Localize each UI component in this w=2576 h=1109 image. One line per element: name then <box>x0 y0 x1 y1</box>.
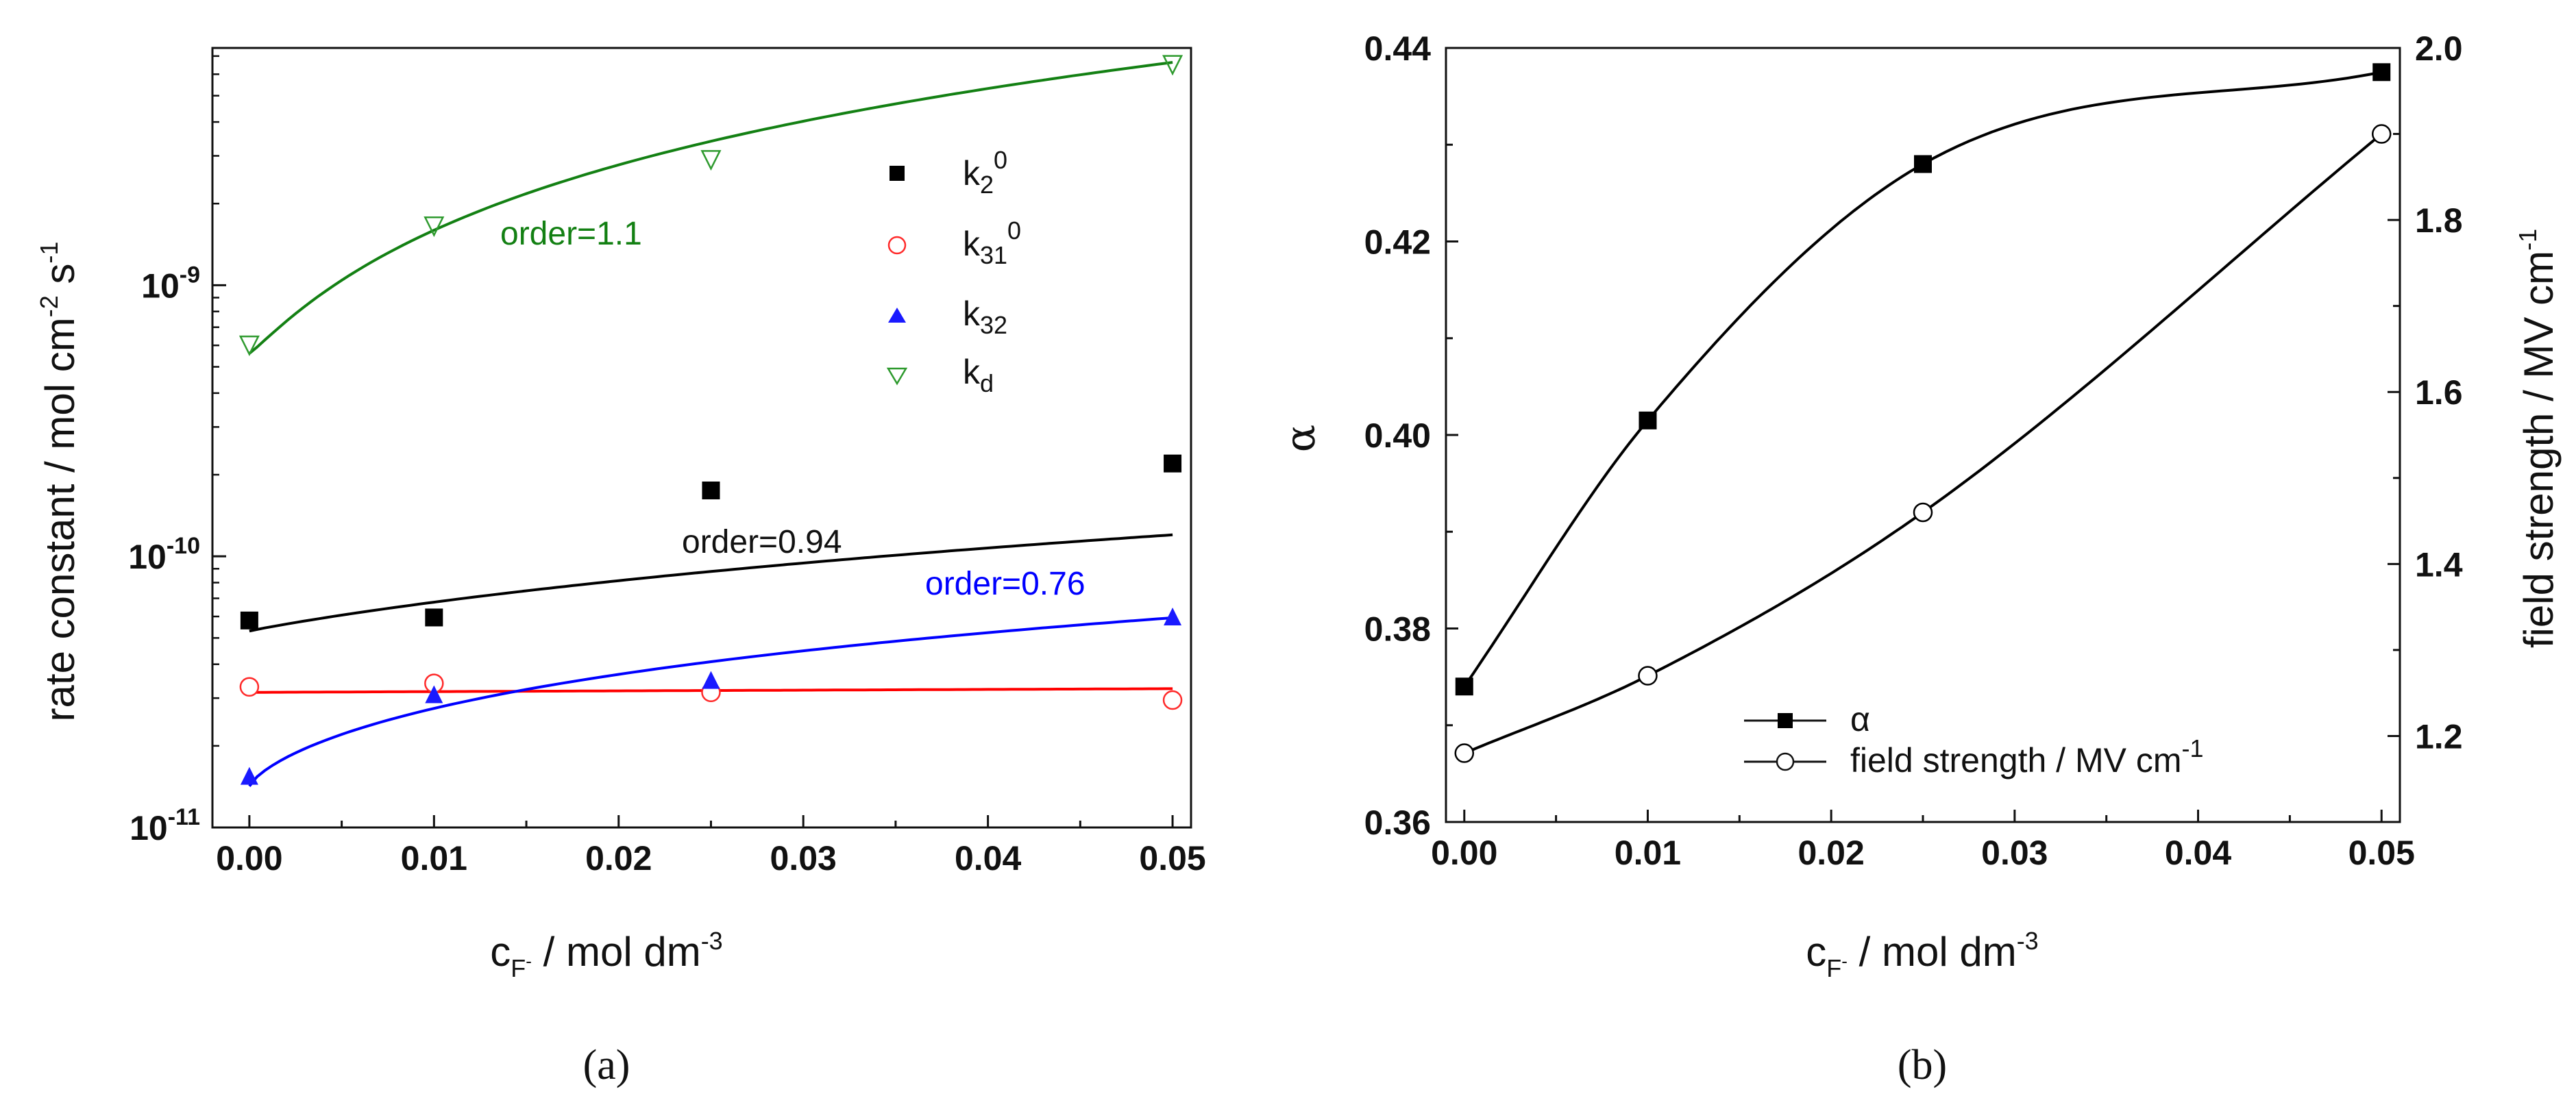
panel-a-label: (a) <box>583 1042 630 1088</box>
x-tick-label: 0.00 <box>216 839 282 877</box>
x-tick-label: 0.04 <box>955 839 1022 877</box>
x-tick-label: 0.01 <box>401 839 467 877</box>
panel-b-label: (b) <box>1898 1042 1947 1088</box>
data-point-k2 <box>702 481 720 499</box>
panel-b-left-y-axis-label: α <box>1277 425 1325 453</box>
legend-label-alpha: α <box>1850 700 1870 738</box>
y-left-tick-label: 0.42 <box>1364 223 1431 262</box>
curve-field-strength <box>1464 133 2383 755</box>
legend-label-k31: k310 <box>963 216 1021 269</box>
legend-label-k2: k20 <box>963 146 1007 199</box>
panel-b-x-axis-label: cF- / mol dm-3 <box>1806 927 2038 982</box>
x-tick-label: 0.01 <box>1615 834 1681 872</box>
panel-b-curves <box>1463 71 2383 755</box>
y-right-tick-label: 1.6 <box>2415 373 2463 412</box>
data-point-kd <box>1162 55 1183 76</box>
data-point-field-strength <box>1638 666 1658 686</box>
annotation-order-k2: order=0.94 <box>682 524 842 560</box>
annotation-order-k32: order=0.76 <box>925 566 1085 602</box>
panel-a-y-axis-label: rate constant / mol cm-2 s-1 <box>35 242 83 722</box>
y-right-tick-label: 1.4 <box>2415 545 2463 584</box>
fit-curve-kd <box>248 61 1173 355</box>
fit-curve-k2 <box>249 533 1173 633</box>
x-tick-label: 0.00 <box>1431 834 1497 872</box>
data-point-alpha <box>2372 63 2391 82</box>
y-tick-label: 10-10 <box>128 533 200 576</box>
x-tick-label: 0.04 <box>2165 834 2232 872</box>
curve-alpha <box>1463 71 2382 688</box>
legend-label-kd: kd <box>963 353 994 397</box>
legend-marker-k2 <box>890 166 905 181</box>
legend-marker-alpha <box>1778 713 1793 728</box>
x-tick-label: 0.02 <box>585 839 652 877</box>
data-point-field-strength <box>1913 502 1933 523</box>
legend-marker-k32 <box>888 308 906 323</box>
data-point-k32 <box>1164 607 1182 625</box>
panel-b-right-y-axis-label: field strength / MV cm-1 <box>2514 229 2562 648</box>
y-left-tick-label: 0.40 <box>1364 416 1431 455</box>
data-point-k2 <box>425 608 443 627</box>
data-point-kd <box>700 150 722 171</box>
data-point-k31 <box>239 677 260 697</box>
panel-b: 0.00 0.01 0.02 0.03 0.04 0.05 0.36 0.38 0.40 0.4… <box>1277 29 2562 1088</box>
data-point-field-strength <box>2371 124 2392 144</box>
y-left-tick-label: 0.38 <box>1364 610 1431 649</box>
panel-a-y-ticks: 10-11 10-10 10-9 <box>128 55 226 847</box>
data-point-kd <box>238 335 260 356</box>
legend-marker-k31 <box>887 236 907 255</box>
x-tick-label: 0.05 <box>2348 834 2415 872</box>
panel-b-left-y-ticks: 0.36 0.38 0.40 0.42 0.44 <box>1364 29 1458 842</box>
data-point-k32 <box>240 767 258 785</box>
y-tick-label: 10-11 <box>130 804 200 847</box>
data-point-k32 <box>425 685 443 703</box>
panel-a-x-ticks: 0.00 0.01 0.02 0.03 0.04 0.05 <box>216 815 1206 877</box>
x-tick-label: 0.03 <box>770 839 837 877</box>
x-tick-label: 0.03 <box>1981 834 2048 872</box>
legend-marker-kd <box>886 367 908 386</box>
legend-marker-field <box>1776 752 1795 771</box>
data-point-alpha <box>1914 155 1932 173</box>
panel-a-legend: k20 k310 k32 kd <box>886 146 1021 397</box>
panel-a-x-axis-label: cF- / mol dm-3 <box>490 927 722 982</box>
panel-a-data-points <box>238 55 1183 785</box>
data-point-kd <box>424 216 445 238</box>
data-point-k32 <box>702 671 720 689</box>
panel-a-plot-frame <box>211 47 1192 829</box>
y-left-tick-label: 0.36 <box>1364 803 1431 842</box>
y-tick-label: 10-9 <box>141 262 200 305</box>
legend-label-k32: k32 <box>963 295 1007 339</box>
data-point-alpha <box>1639 411 1657 429</box>
data-point-k31 <box>1162 690 1183 710</box>
y-right-tick-label: 2.0 <box>2415 29 2463 68</box>
data-point-k2 <box>1164 454 1182 473</box>
y-right-tick-label: 1.2 <box>2415 717 2463 756</box>
y-right-tick-label: 1.8 <box>2415 201 2463 240</box>
annotation-order-kd: order=1.1 <box>500 216 642 252</box>
x-tick-label: 0.05 <box>1139 839 1205 877</box>
data-point-k2 <box>240 611 258 630</box>
panel-a-fit-curves <box>248 61 1173 787</box>
panel-a: 0.00 0.01 0.02 0.03 0.04 0.05 10-1110-1010-9 … <box>35 47 1206 1088</box>
legend-label-field: field strength / MV cm-1 <box>1850 734 2204 780</box>
fit-curve-k32 <box>248 616 1173 787</box>
panel-b-data-points <box>1454 63 2392 763</box>
data-point-field-strength <box>1454 743 1475 763</box>
panel-b-right-y-ticks: 1.2 1.4 1.6 1.8 2.0 <box>2388 29 2463 756</box>
y-left-tick-label: 0.44 <box>1364 29 1432 68</box>
panel-b-legend: α field strength / MV cm-1 <box>1744 700 2204 780</box>
x-tick-label: 0.02 <box>1798 834 1864 872</box>
panel-b-x-ticks: 0.00 0.01 0.02 0.03 0.04 0.05 <box>1431 810 2415 872</box>
data-point-alpha <box>1455 677 1473 696</box>
